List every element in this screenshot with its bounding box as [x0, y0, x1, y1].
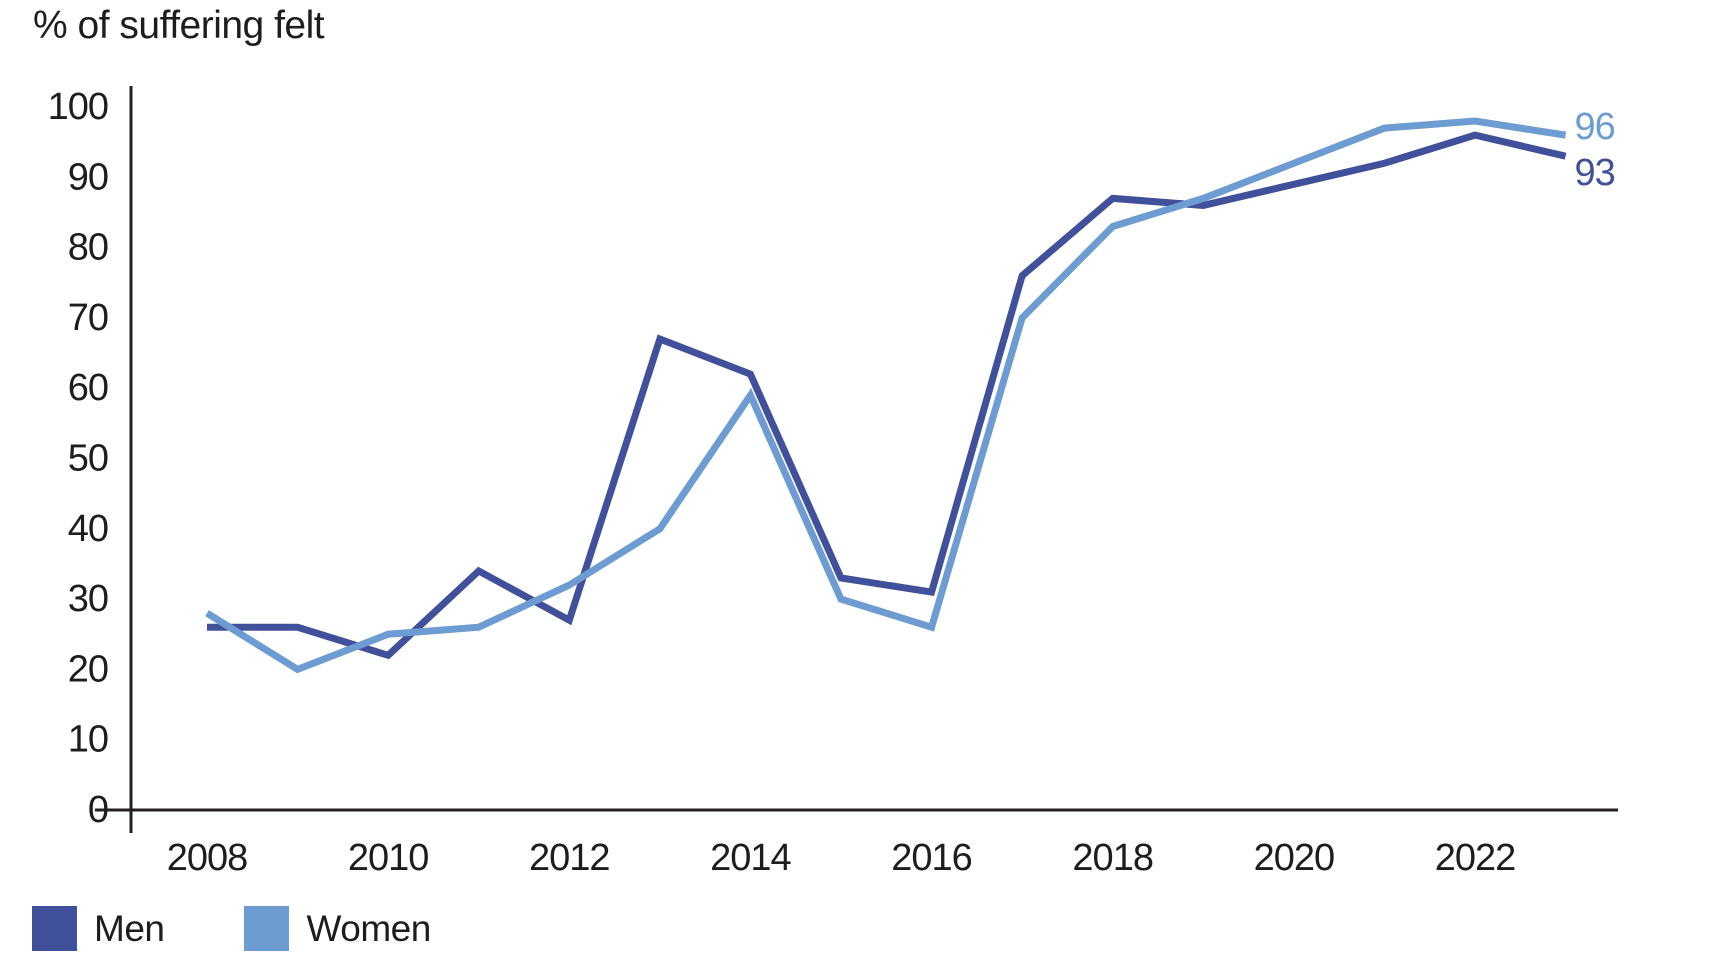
- x-tick-label: 2012: [529, 837, 610, 879]
- y-tick-label: 90: [68, 156, 108, 198]
- women-legend-swatch: [244, 906, 290, 951]
- y-tick-label: 10: [68, 719, 108, 761]
- men-legend-swatch: [32, 906, 77, 951]
- y-tick-label: 100: [48, 86, 108, 128]
- x-tick-label: 2008: [167, 837, 248, 879]
- women-series-line: [205, 117, 1567, 674]
- men-end-value-label: 93: [1575, 152, 1615, 194]
- chart-title: % of suffering felt: [33, 4, 325, 47]
- y-tick-label: 30: [68, 578, 108, 620]
- x-tick-label: 2010: [348, 837, 429, 879]
- y-tick-label: 20: [68, 648, 108, 690]
- y-tick-label: 0: [88, 789, 108, 831]
- legend: Men Women: [32, 906, 431, 951]
- women-legend-label: Women: [306, 907, 431, 949]
- men-series-line: [207, 131, 1567, 660]
- x-tick-label: 2014: [710, 837, 791, 879]
- women-end-value-label: 96: [1575, 106, 1615, 148]
- legend-item-men: Men: [32, 906, 165, 951]
- men-legend-label: Men: [94, 907, 165, 949]
- x-tick-label: 2022: [1435, 837, 1516, 879]
- y-tick-label: 50: [68, 438, 108, 480]
- x-tick-label: 2018: [1072, 837, 1153, 879]
- y-tick-label: 70: [68, 297, 108, 339]
- y-tick-label: 80: [68, 227, 108, 269]
- x-tick-label: 2016: [891, 837, 972, 879]
- legend-item-women: Women: [244, 906, 431, 951]
- y-tick-label: 60: [68, 367, 108, 409]
- y-tick-label: 40: [68, 508, 108, 550]
- x-tick-label: 2020: [1254, 837, 1335, 879]
